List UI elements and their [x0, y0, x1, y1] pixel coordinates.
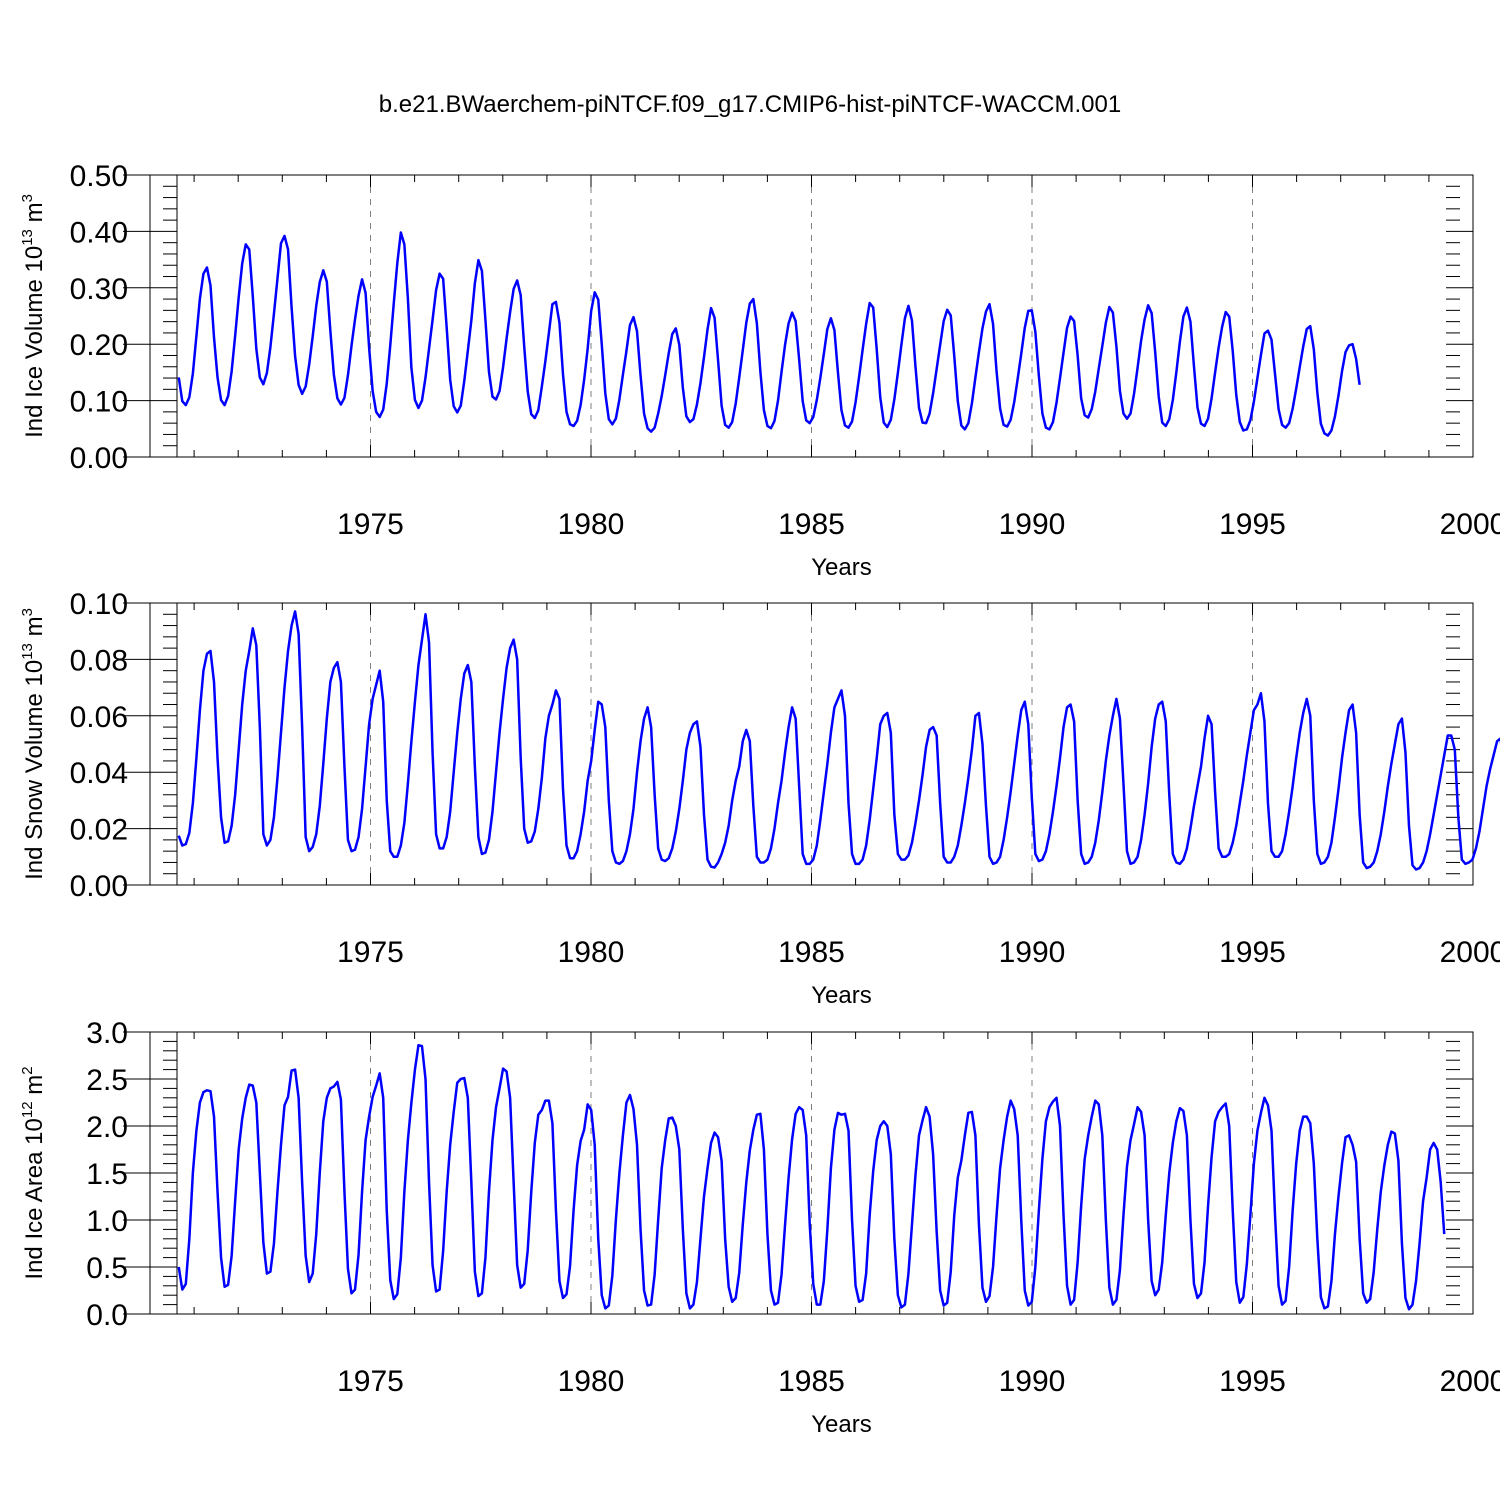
plot-frame: [149, 174, 1474, 458]
y-tick-label: 2.5: [86, 1064, 128, 1097]
y-axis-label-superscript: 13: [19, 643, 36, 660]
panels: 0.00 0.10 0.20 0.30 0.40 0.50 1975 1980 1985 1990…: [19, 160, 1500, 1438]
plot-frame: [149, 602, 1474, 886]
y-axis-label-superscript: 3: [19, 608, 36, 616]
x-tick-label: 1985: [778, 508, 845, 541]
y-tick-label: 0.00: [70, 870, 128, 903]
y-tick-label: 0.04: [70, 757, 128, 790]
y-axis-label: Ind Ice Volume 1013 m3: [19, 194, 48, 438]
x-tick-label: 1985: [778, 1365, 845, 1398]
y-axis-label-superscript: 3: [19, 194, 36, 202]
y-tick-label: 0.00: [70, 442, 128, 475]
y-tick-label: 0.10: [70, 386, 128, 419]
x-axis-label: Years: [811, 554, 872, 581]
x-tick-label: 1995: [1219, 508, 1286, 541]
y-axis-label-part: Ind Ice Area 10: [21, 1118, 48, 1279]
y-axis-label-superscript: 13: [19, 229, 36, 246]
x-tick-label: 1995: [1219, 936, 1286, 969]
y-axis-label-part: m: [21, 616, 48, 643]
x-tick-label: 1980: [558, 1365, 625, 1398]
x-tick-label: 1975: [337, 936, 404, 969]
y-axis-label-superscript: 12: [19, 1101, 36, 1118]
y-axis-label-part: m: [21, 1075, 48, 1102]
y-tick-label: 2.0: [86, 1111, 128, 1144]
y-tick-label: 1.5: [86, 1158, 128, 1191]
y-tick-label: 0.5: [86, 1252, 128, 1285]
x-tick-label: 1980: [558, 936, 625, 969]
x-tick-label: 1990: [999, 1365, 1066, 1398]
x-tick-label: 1980: [558, 508, 625, 541]
y-tick-label: 0.20: [70, 329, 128, 362]
y-tick-label: 0.06: [70, 701, 128, 734]
x-axis-label: Years: [811, 1411, 872, 1438]
y-tick-label: 0.02: [70, 814, 128, 847]
x-tick-label: 2000: [1440, 936, 1500, 969]
y-tick-label: 0.0: [86, 1299, 128, 1332]
y-tick-label: 0.50: [70, 160, 128, 193]
y-tick-label: 3.0: [86, 1017, 128, 1050]
series-line-1: [177, 610, 1500, 871]
x-tick-label: 1990: [999, 936, 1066, 969]
x-tick-label: 2000: [1440, 1365, 1500, 1398]
panel-3: 0.0 0.5 1.0 1.5 2.0 2.5 3.0 1975 1980 1985 1990 199…: [19, 1017, 1500, 1438]
x-tick-label: 1985: [778, 936, 845, 969]
y-axis-label-part: Ind Snow Volume 10: [21, 660, 48, 880]
panel-2: 0.00 0.02 0.04 0.06 0.08 0.10 1975 1980 1985 1990…: [19, 588, 1500, 1009]
x-tick-label: 1975: [337, 1365, 404, 1398]
y-axis-label-part: m: [21, 202, 48, 229]
y-tick-label: 0.40: [70, 216, 128, 249]
y-axis-label: Ind Snow Volume 1013 m3: [19, 608, 48, 880]
y-tick-label: 1.0: [86, 1205, 128, 1238]
panel-1: 0.00 0.10 0.20 0.30 0.40 0.50 1975 1980 1985 1990…: [19, 160, 1500, 581]
series-line-1: [177, 1043, 1446, 1311]
x-tick-label: 1990: [999, 508, 1066, 541]
y-axis-label-part: Ind Ice Volume 10: [21, 246, 48, 438]
figure-title: b.e21.BWaerchem-piNTCF.f09_g17.CMIP6-his…: [379, 91, 1121, 118]
y-axis-label-superscript: 2: [19, 1066, 36, 1074]
y-tick-label: 0.30: [70, 273, 128, 306]
plot-frame: [149, 1031, 1474, 1315]
x-tick-label: 2000: [1440, 508, 1500, 541]
x-tick-label: 1995: [1219, 1365, 1286, 1398]
y-tick-label: 0.10: [70, 588, 128, 621]
y-tick-label: 0.08: [70, 644, 128, 677]
series-line-1: [177, 231, 1361, 437]
y-axis-label: Ind Ice Area 1012 m2: [19, 1066, 48, 1279]
x-axis-label: Years: [811, 982, 872, 1009]
x-tick-label: 1975: [337, 508, 404, 541]
